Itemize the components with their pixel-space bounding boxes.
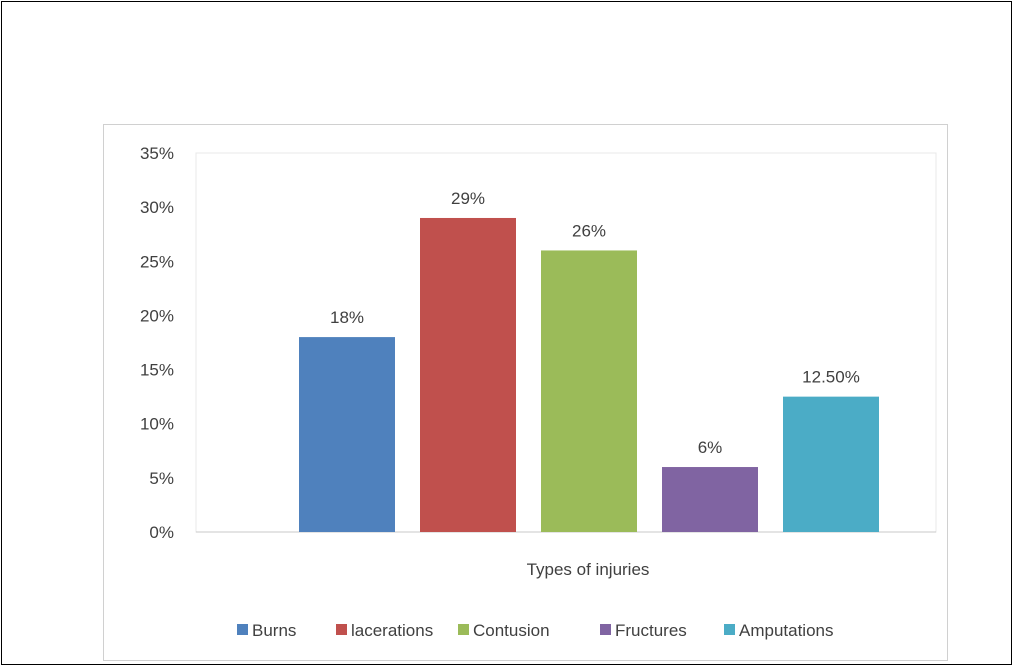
y-tick-label: 30%	[140, 198, 174, 217]
legend-item-amputations: Amputations	[724, 621, 834, 640]
bar-contusion	[541, 250, 637, 532]
y-tick-label: 35%	[140, 144, 174, 163]
y-tick-label: 10%	[140, 415, 174, 434]
y-tick-label: 20%	[140, 306, 174, 325]
legend-swatch	[458, 624, 469, 635]
chart-area	[103, 124, 948, 661]
data-label-contusion: 26%	[572, 221, 606, 240]
legend-label: Contusion	[473, 621, 550, 640]
data-label-lacerations: 29%	[451, 189, 485, 208]
y-tick-label: 25%	[140, 252, 174, 271]
legend: Burns lacerations Contusion Fructures Amputa…	[237, 621, 834, 640]
y-axis-ticks: 0% 5% 10% 15% 20% 25% 30% 35%	[140, 144, 174, 542]
legend-swatch	[336, 624, 347, 635]
bar-amputations	[783, 396, 879, 532]
legend-label: Amputations	[739, 621, 834, 640]
data-label-amputations: 12.50%	[802, 368, 860, 387]
y-tick-label: 5%	[149, 469, 174, 488]
bar-lacerations	[420, 217, 516, 532]
x-axis-title: Types of injuries	[527, 560, 650, 579]
bar-fructures	[662, 467, 758, 532]
data-label-burns: 18%	[330, 308, 364, 327]
data-label-fructures: 6%	[698, 438, 723, 457]
y-tick-label: 15%	[140, 361, 174, 380]
legend-item-burns: Burns	[237, 621, 296, 640]
legend-item-lacerations: lacerations	[336, 621, 433, 640]
legend-label: lacerations	[351, 621, 433, 640]
legend-swatch	[724, 624, 735, 635]
y-tick-label: 0%	[149, 523, 174, 542]
legend-item-fructures: Fructures	[600, 621, 687, 640]
legend-item-contusion: Contusion	[458, 621, 550, 640]
data-labels: 18% 29% 26% 6% 12.50%	[330, 189, 860, 457]
bars	[299, 217, 879, 532]
legend-swatch	[600, 624, 611, 635]
legend-label: Burns	[252, 621, 296, 640]
legend-swatch	[237, 624, 248, 635]
legend-label: Fructures	[615, 621, 687, 640]
bar-burns	[299, 337, 395, 532]
